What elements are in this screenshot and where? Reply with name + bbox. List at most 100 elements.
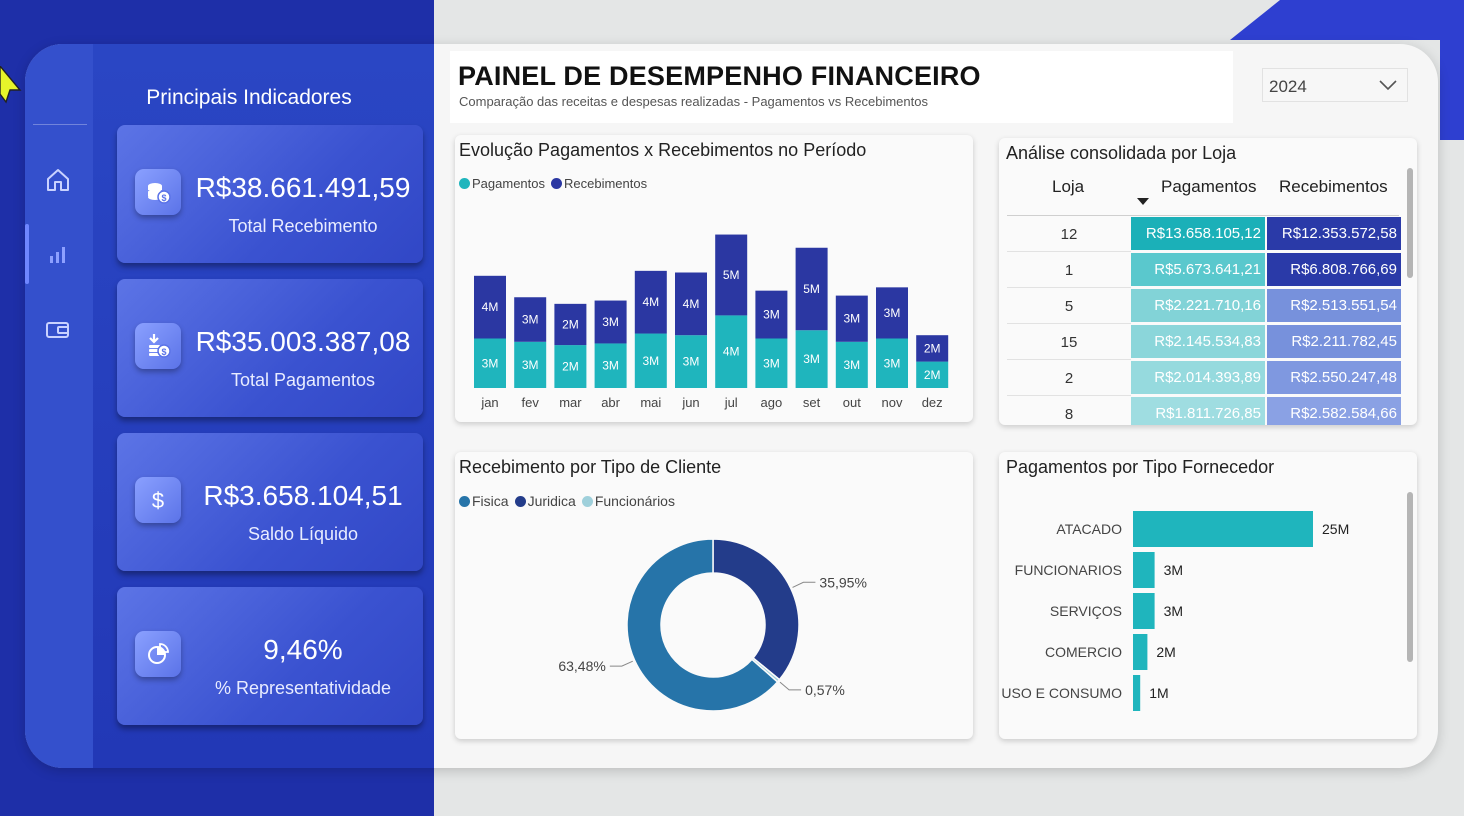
bar-pagamentos[interactable] [755,338,788,389]
data-label-pagamentos: 3M [683,355,700,369]
svg-text:$: $ [152,488,164,513]
legend-dot [551,178,562,189]
bar-pagamentos[interactable] [795,330,828,388]
x-tick-label: ago [761,395,783,410]
mouse-pointer-icon [0,66,22,104]
data-label-recebimentos: 4M [642,295,659,309]
bar-recebimentos[interactable] [715,234,748,316]
y-tick-label: ATACADO [1056,521,1122,537]
bar-recebimentos[interactable] [835,295,868,342]
kpi-label: Total Recebimento [228,216,378,236]
bar-recebimentos[interactable] [916,335,949,362]
supplier-bar[interactable] [1133,675,1141,711]
bar-recebimentos[interactable] [795,247,828,331]
suppliers-chart-title: Pagamentos por Tipo Fornecedor [1006,457,1275,477]
x-tick-label: mar [559,395,582,410]
bar-recebimentos[interactable] [554,303,587,346]
chevron-down-icon [1379,80,1397,91]
nav-charts-button[interactable] [42,238,74,270]
bar-recebimentos[interactable] [474,275,506,339]
bar-pagamentos[interactable] [554,345,587,388]
bar-pagamentos[interactable] [675,335,707,388]
cell-loja: 15 [1060,334,1078,351]
x-tick-label: abr [601,395,620,410]
data-label-recebimentos: 4M [683,297,700,311]
row-divider [1007,395,1131,396]
bar-recebimentos[interactable] [876,287,908,339]
data-label: 1M [1149,685,1168,701]
donut-value-label: 63,48% [558,658,605,674]
cell-pagamentos: R$13.658.105,12 [1131,217,1265,250]
home-icon [47,169,69,191]
wallet-icon [46,322,69,338]
column-header-loja[interactable]: Loja [1052,177,1085,196]
legend-item-fisica[interactable]: Fisica [459,493,509,509]
nav-home-button[interactable] [42,164,74,196]
nav-rail [25,44,93,768]
legend-item-juridica[interactable]: Juridica [514,493,576,509]
supplier-bar[interactable] [1133,511,1313,547]
year-filter-dropdown[interactable]: 2024 [1262,68,1408,102]
bar-recebimentos[interactable] [675,272,707,336]
bar-pagamentos[interactable] [474,338,506,389]
legend-item-funcionarios[interactable]: Funcionários [581,493,675,509]
donut-slice[interactable] [626,538,779,712]
bar-recebimentos[interactable] [634,270,667,334]
bar-pagamentos[interactable] [715,315,748,388]
kpi-value: 9,46% [263,634,343,665]
y-tick-label: COMERCIO [1045,644,1122,660]
bar-pagamentos[interactable] [876,338,908,389]
data-label-recebimentos: 2M [924,341,941,355]
table-row[interactable]: 12 R$13.658.105,12 R$12.353.572,58 [1007,217,1401,252]
kpi-label: % Representatividade [214,678,392,698]
legend-dot [459,178,470,189]
column-header-pagamentos[interactable]: Pagamentos [1161,177,1257,196]
bar-recebimentos[interactable] [594,300,627,344]
svg-text:$: $ [161,347,166,357]
table-header-divider [1007,215,1399,216]
kpi-card-representatividade: 9,46% % Representatividade [117,587,423,725]
data-label-pagamentos: 3M [642,354,659,368]
nav-active-indicator [25,224,29,284]
legend-label: Funcionários [594,493,675,509]
column-header-recebimentos[interactable]: Recebimentos [1279,177,1388,196]
x-tick-label: fev [522,395,540,410]
legend-item-recebimentos[interactable]: Recebimentos [551,176,647,191]
y-tick-label: SERVIÇOS [1050,603,1122,619]
table-row[interactable]: 8 R$1.811.726,85 R$2.582.584,66 [1007,397,1401,425]
bar-pagamentos[interactable] [835,341,868,388]
nav-divider [33,124,87,125]
table-row[interactable]: 1 R$5.673.641,21 R$6.808.766,69 [1007,253,1401,288]
cell-pagamentos: R$5.673.641,21 [1131,253,1265,286]
bar-recebimentos[interactable] [755,290,788,339]
nav-wallet-button[interactable] [42,314,74,346]
table-row[interactable]: 5 R$2.221.710,16 R$2.513.551,54 [1007,289,1401,324]
table-row[interactable]: 15 R$2.145.534,83 R$2.211.782,45 [1007,325,1401,360]
bar-pagamentos[interactable] [916,361,949,388]
bar-pagamentos[interactable] [594,343,627,388]
cell-recebimentos: R$6.808.766,69 [1267,253,1401,286]
kpi-value: R$38.661.491,59 [195,172,411,203]
legend-item-pagamentos[interactable]: Pagamentos [459,176,545,191]
clients-chart-panel: Recebimento por Tipo de Cliente Fisica J… [455,452,973,739]
suppliers-chart-scrollbar[interactable] [1407,492,1413,662]
monthly-legend: Pagamentos Recebimentos [459,176,647,191]
cell-recebimentos: R$2.582.584,66 [1267,397,1401,425]
kpi-label: Total Pagamentos [230,370,376,390]
bar-recebimentos[interactable] [514,297,547,342]
stores-table-scrollbar[interactable] [1407,168,1413,278]
supplier-bar[interactable] [1133,552,1155,588]
sort-descending-icon[interactable] [1137,198,1149,205]
suppliers-bar-chart: ATACADO 25M FUNCIONARIOS 3M SERVIÇOS 3M COMERC… [1001,511,1349,711]
data-label: 3M [1164,603,1183,619]
data-label-recebimentos: 3M [602,315,619,329]
svg-text:$: $ [161,193,166,203]
bar-pagamentos[interactable] [514,341,547,388]
data-label-pagamentos: 3M [482,356,499,370]
supplier-bar[interactable] [1133,634,1148,670]
data-label-recebimentos: 4M [482,300,499,314]
supplier-bar[interactable] [1133,593,1155,629]
table-row[interactable]: 2 R$2.014.393,89 R$2.550.247,48 [1007,361,1401,396]
bar-pagamentos[interactable] [634,333,667,388]
donut-slice[interactable] [712,538,800,681]
